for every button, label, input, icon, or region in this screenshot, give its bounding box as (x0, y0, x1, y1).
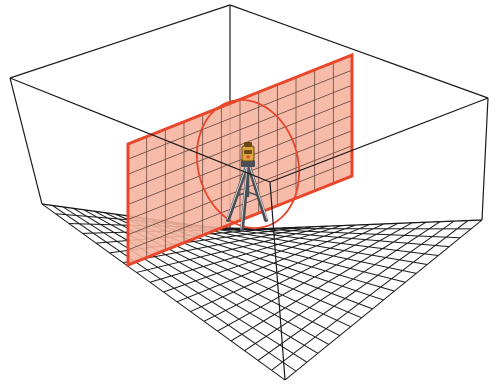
box-back-right-top-edge (229, 4, 489, 99)
box-back-top-edge (9, 4, 231, 79)
floor-grid (41, 203, 483, 381)
tripod-leg-left-highlight (226, 166, 247, 220)
tripod-leg-center-highlight (240, 166, 248, 230)
room-box-front (9, 77, 489, 381)
level-head-lens (246, 155, 250, 159)
floor-grid-line-b (230, 221, 427, 342)
plane-grid-line-b (127, 100, 353, 190)
floor-grid-line-b (217, 222, 413, 332)
floor-grid-line-b (244, 221, 441, 352)
box-right-top-edge (269, 97, 489, 183)
tripod-brace-right (247, 191, 260, 197)
level-head-top (244, 142, 252, 147)
plane-grid-line-b (127, 69, 353, 160)
floor-grid-line-b (203, 222, 399, 322)
plane-grid-line-b (127, 115, 353, 205)
floor-grid-line-b (284, 219, 483, 381)
plane-grid-line-b (127, 130, 353, 220)
tripod-legs (226, 164, 268, 232)
laser-plane-grid (127, 54, 353, 266)
floor-grid-line-b (136, 225, 329, 273)
floor-grid-line-b (163, 224, 357, 293)
laser-ellipse (195, 98, 301, 230)
tripod-icon (226, 164, 268, 232)
plane-grid-line-b (127, 160, 353, 251)
level-head-base (241, 160, 255, 167)
laser-plane (126, 52, 354, 268)
floor-grid-line-b (122, 226, 315, 264)
laser-plane-outline (126, 52, 354, 268)
box-right-vertical-edge (481, 97, 489, 221)
floor-grid-line-b (176, 223, 371, 303)
floor-grid-line-b (149, 225, 343, 283)
floor-grid-line-b (257, 220, 455, 361)
box-front-left-vertical-edge (9, 77, 43, 205)
laser-level-head-icon (241, 142, 255, 167)
box-front-vertical-edge (269, 181, 286, 381)
box-front-top-edge (9, 77, 271, 183)
tripod-leg-left (226, 164, 249, 222)
floor-grid-line-b (190, 223, 385, 313)
plane-grid-line-b (127, 84, 353, 175)
tripod-brace-left (235, 191, 249, 197)
level-head-window (244, 150, 252, 154)
floor-grid-line-b (271, 220, 469, 371)
